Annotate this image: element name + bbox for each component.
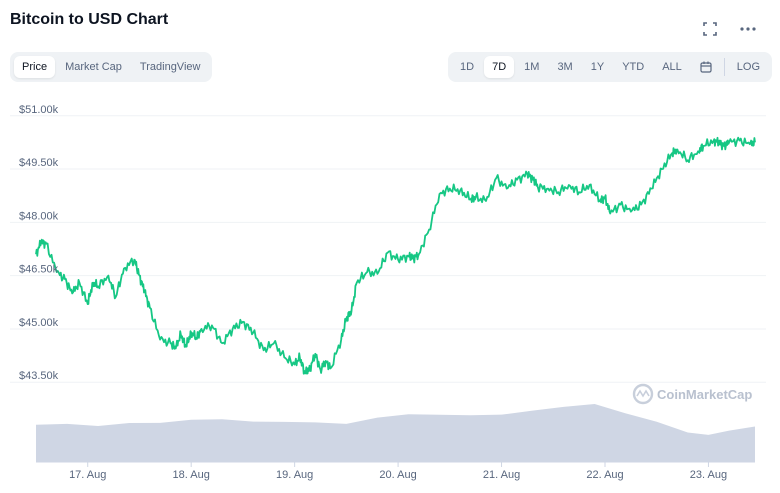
top-actions (700, 19, 758, 39)
more-icon[interactable] (738, 19, 758, 39)
y-tick-label: $43.50k (19, 370, 59, 382)
coinmarketcap-logo-icon (632, 383, 654, 405)
range-1d[interactable]: 1D (460, 61, 475, 73)
range-all[interactable]: ALL (662, 61, 682, 73)
y-tick-label: $48.00k (19, 210, 59, 222)
x-tick-label: 22. Aug (586, 469, 623, 481)
range-1y[interactable]: 1Y (590, 61, 605, 73)
calendar-icon (700, 61, 712, 73)
log-toggle[interactable]: LOG (736, 61, 760, 73)
x-tick-label: 17. Aug (69, 469, 106, 481)
range-1m[interactable]: 1M (524, 61, 540, 73)
y-tick-label: $46.50k (19, 264, 59, 276)
x-tick-label: 20. Aug (379, 469, 416, 481)
range-3m[interactable]: 3M (557, 61, 573, 73)
watermark: CoinMarketCap (632, 383, 752, 405)
range-7d[interactable]: 7D (484, 56, 515, 78)
fullscreen-icon[interactable] (700, 19, 720, 39)
x-axis: 17. Aug 18. Aug 19. Aug 20. Aug 21. Aug 22. A… (36, 461, 755, 481)
x-tick-label: 23. Aug (690, 469, 727, 481)
x-tick-label: 18. Aug (173, 469, 210, 481)
y-tick-label: $51.00k (19, 104, 59, 116)
tab-market-cap[interactable]: Market Cap (65, 61, 122, 73)
logo-mark (636, 389, 650, 398)
y-tick-label: $45.00k (19, 317, 59, 329)
divider (723, 58, 725, 76)
price-line (35, 136, 756, 375)
tab-tradingview[interactable]: TradingView (139, 61, 201, 73)
y-tick-label: $49.50k (19, 157, 59, 169)
watermark-text: CoinMarketCap (657, 387, 752, 402)
price-series-line (35, 136, 756, 375)
grid (10, 115, 766, 383)
volume-area (36, 404, 755, 462)
calendar-button[interactable] (692, 56, 720, 78)
x-tick-label: 21. Aug (483, 469, 520, 481)
x-tick-label: 19. Aug (276, 469, 313, 481)
range-ytd[interactable]: YTD (622, 61, 645, 73)
view-tabs: Price Market Cap TradingView (10, 52, 213, 82)
y-axis: $51.00k $49.50k $48.00k $46.50k $45.00k $43.5… (19, 104, 59, 382)
range-tabs: 1D 7D 1M 3M 1Y YTD ALL LOG (448, 52, 772, 82)
volume-area-shape (36, 404, 755, 462)
page-title: Bitcoin to USD Chart (10, 11, 169, 28)
tab-price[interactable]: Price (14, 56, 56, 78)
